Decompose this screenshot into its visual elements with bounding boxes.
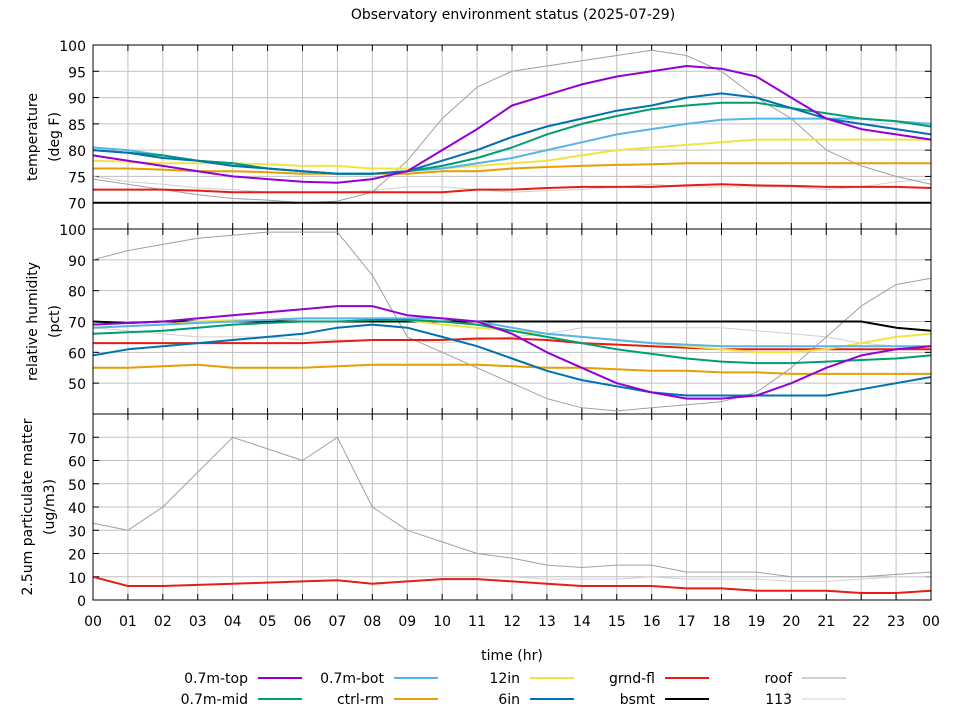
series-line-6in <box>92 92 932 175</box>
y-tick-label: 70 <box>68 431 86 447</box>
x-tick-label: 20 <box>782 614 800 630</box>
series-line-grnd-fl <box>93 337 931 351</box>
x-tick-label: 21 <box>817 614 835 630</box>
x-tick-label: 07 <box>329 614 347 630</box>
legend-label: 12in <box>489 671 520 687</box>
series-line-6in <box>92 323 932 397</box>
x-tick-label: 06 <box>294 614 312 630</box>
series-line-113 <box>477 576 931 582</box>
x-tick-label: 00 <box>84 614 102 630</box>
y-tick-label: 80 <box>68 144 86 160</box>
legend-label: ctrl-rm <box>337 692 384 708</box>
legend-item-0.7m-mid: 0.7m-mid <box>181 692 302 708</box>
x-tick-label: 08 <box>363 614 381 630</box>
x-tick-label: 12 <box>503 614 521 630</box>
chart-title: Observatory environment status (2025-07-… <box>351 7 675 23</box>
legend-item-grnd-fl: grnd-fl <box>609 671 709 687</box>
y-tick-label: 0 <box>77 594 86 610</box>
legend-label: 0.7m-bot <box>320 671 384 687</box>
legend-item-0.7m-top: 0.7m-top <box>184 671 302 687</box>
x-tick-label: 05 <box>259 614 277 630</box>
y-tick-label: 50 <box>68 377 86 393</box>
y-tick-label: 90 <box>68 254 86 270</box>
y-tick-label: 30 <box>68 524 86 540</box>
legend-label: 113 <box>765 692 792 708</box>
legend-label: 6in <box>498 692 520 708</box>
legend-item-roof: roof <box>764 671 846 687</box>
panel-2: 0 10 20 30 40 50 60 70 2.5um particulate matter (… <box>20 413 932 610</box>
y-tick-label: 90 <box>68 92 86 108</box>
x-tick-label: 09 <box>398 614 416 630</box>
series-line-grnd-fl <box>93 183 932 194</box>
x-tick-label: 03 <box>189 614 207 630</box>
legend-item-ctrl-rm: ctrl-rm <box>337 692 438 708</box>
series-line-roof <box>92 436 932 578</box>
legend-label: roof <box>764 671 793 687</box>
x-tick-label: 19 <box>748 614 766 630</box>
x-axis-label: time (hr) <box>481 648 543 664</box>
x-tick-label: 23 <box>887 614 905 630</box>
x-tick-label: 11 <box>468 614 486 630</box>
legend-label: bsmt <box>620 692 656 708</box>
y-axis-label: (pct) <box>47 305 63 338</box>
plot-frame <box>92 413 932 601</box>
x-tick-label: 10 <box>433 614 451 630</box>
x-tick-label: 04 <box>224 614 242 630</box>
legend-item-12in: 12in <box>489 671 574 687</box>
y-tick-label: 50 <box>68 478 86 494</box>
x-tick-label: 16 <box>643 614 661 630</box>
y-axis-label: (deg F) <box>47 112 63 162</box>
panel-1: 50 60 70 80 90 100 relative humidity (pct) <box>25 223 932 415</box>
y-tick-label: 40 <box>68 501 86 517</box>
legend-item-6in: 6in <box>498 692 574 708</box>
series-line-0.7m-top <box>92 305 932 400</box>
x-tick-label: 01 <box>119 614 137 630</box>
series-line-0.7m-bot <box>92 317 931 348</box>
y-tick-label: 20 <box>68 548 86 564</box>
y-tick-label: 100 <box>59 39 86 55</box>
series-line-0.7m-mid <box>92 319 932 365</box>
series-line-grnd-fl <box>92 575 932 594</box>
y-tick-label: 95 <box>68 65 86 81</box>
y-tick-label: 75 <box>68 170 86 186</box>
y-axis-label: temperature <box>25 93 41 181</box>
series-line-ctrl-rm <box>93 162 931 175</box>
y-tick-label: 60 <box>68 346 86 362</box>
x-tick-label: 00 <box>922 614 940 630</box>
y-tick-label: 100 <box>59 223 86 239</box>
x-tick-label: 14 <box>573 614 591 630</box>
series-line-113 <box>92 327 931 347</box>
y-tick-label: 70 <box>68 197 86 213</box>
legend-label: 0.7m-top <box>184 671 248 687</box>
y-tick-label: 10 <box>68 571 86 587</box>
legend-item-0.7m-bot: 0.7m-bot <box>320 671 438 687</box>
y-tick-label: 80 <box>68 285 86 301</box>
y-axis-label: (ug/m3) <box>42 479 58 535</box>
legend-label: grnd-fl <box>609 671 655 687</box>
series-line-roof <box>92 231 932 412</box>
x-tick-label: 15 <box>608 614 626 630</box>
y-axis-label: 2.5um particulate matter <box>20 418 36 595</box>
x-tick-label: 18 <box>713 614 731 630</box>
y-axis-label: relative humidity <box>25 262 41 381</box>
x-tick-label: 02 <box>154 614 172 630</box>
legend-label: 0.7m-mid <box>181 692 248 708</box>
panel-0: 70 75 80 85 90 95 100 temperature (deg F) <box>25 39 932 230</box>
x-tick-label: 13 <box>538 614 556 630</box>
legend-item-113: 113 <box>765 692 846 708</box>
y-tick-label: 85 <box>68 118 86 134</box>
x-tick-label: 17 <box>678 614 696 630</box>
legend: 0.7m-top 0.7m-bot 12in grnd-fl roof 0.7m-mid c… <box>181 671 846 708</box>
x-tick-label: 22 <box>852 614 870 630</box>
series-line-ctrl-rm <box>93 363 931 375</box>
legend-item-bsmt: bsmt <box>620 692 709 708</box>
series-line-0.7m-top <box>92 65 932 184</box>
y-tick-label: 60 <box>68 455 86 471</box>
y-tick-label: 70 <box>68 316 86 332</box>
